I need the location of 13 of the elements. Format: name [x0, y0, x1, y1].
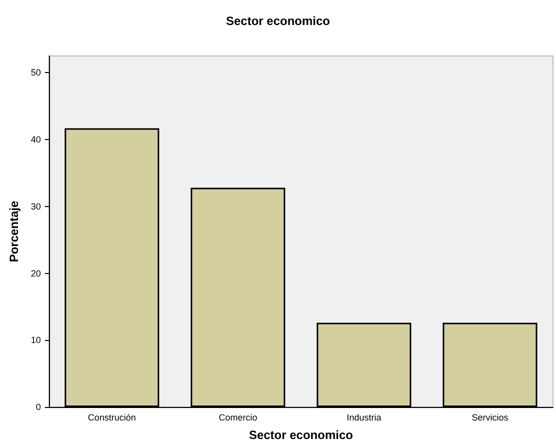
x-tick-label: Servicios [472, 412, 509, 422]
y-tick-label: 50 [30, 68, 41, 78]
y-tick-label: 40 [30, 134, 41, 145]
chart-title: Sector economico [226, 14, 330, 28]
y-tick-label: 10 [30, 335, 41, 346]
x-axis-title: Sector economico [248, 428, 353, 442]
x-tick-label: Industria [346, 412, 382, 422]
y-tick-label: 20 [30, 268, 41, 278]
y-tick-label: 30 [30, 201, 41, 212]
y-tick-label: 0 [36, 402, 41, 412]
x-tick-label: Construción [88, 412, 136, 422]
y-axis-title: Porcentaje [7, 200, 21, 262]
x-tick-label: Comercio [218, 412, 258, 422]
